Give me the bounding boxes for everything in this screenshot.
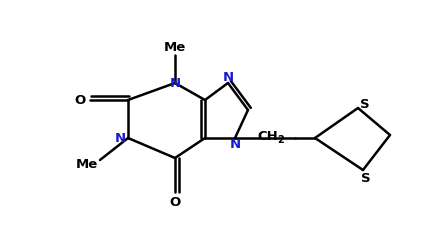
Text: O: O (169, 196, 180, 208)
Text: S: S (360, 172, 370, 185)
Text: Me: Me (164, 40, 186, 54)
Text: N: N (222, 71, 233, 83)
Text: S: S (359, 98, 369, 110)
Text: N: N (229, 137, 240, 151)
Text: 2: 2 (277, 135, 284, 145)
Text: CH: CH (257, 130, 278, 142)
Text: N: N (114, 131, 125, 145)
Text: O: O (74, 93, 85, 107)
Text: N: N (169, 76, 180, 89)
Text: Me: Me (76, 158, 98, 172)
